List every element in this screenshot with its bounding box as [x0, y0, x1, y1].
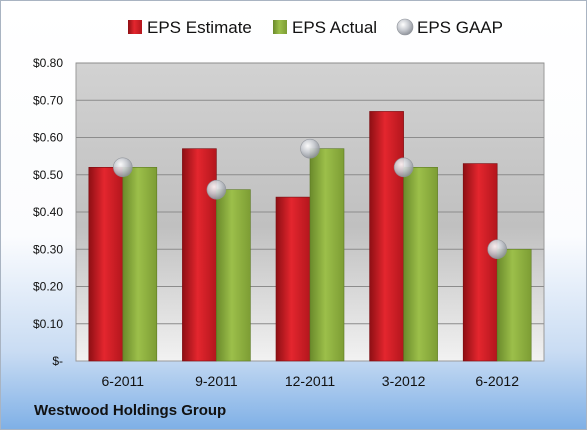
x-tick-label: 9-2011: [195, 373, 238, 389]
bar-eps-estimate: [275, 196, 311, 362]
legend-label-gaap: EPS GAAP: [417, 18, 503, 37]
legend-swatch-estimate: [128, 20, 142, 34]
bar-eps-actual: [216, 189, 251, 362]
legend-swatch-gaap: [396, 18, 414, 36]
y-tick-label: $0.60: [33, 131, 63, 145]
legend-swatch-actual: [273, 20, 287, 34]
bar-eps-estimate: [462, 163, 498, 362]
marker-eps-gaap: [300, 138, 320, 159]
bars: [88, 111, 532, 362]
y-tick-label: $0.70: [33, 93, 63, 107]
bar-eps-actual: [496, 248, 532, 362]
legend: EPS Estimate EPS Actual EPS GAAP: [128, 18, 503, 37]
x-tick-label: 6-2011: [102, 373, 145, 389]
bar-eps-estimate: [182, 148, 217, 362]
x-tick-label: 3-2012: [382, 373, 426, 389]
company-name: Westwood Holdings Group: [34, 402, 227, 419]
legend-label-estimate: EPS Estimate: [147, 18, 252, 37]
legend-label-actual: EPS Actual: [292, 18, 377, 37]
y-tick-label: $0.30: [33, 242, 63, 256]
y-tick-label: $0.20: [33, 280, 63, 294]
x-tick-label: 6-2012: [475, 373, 519, 389]
bar-eps-actual: [403, 167, 438, 362]
bar-eps-actual: [122, 167, 158, 362]
y-tick-label: $0.80: [33, 56, 63, 70]
gaap-markers: [113, 138, 508, 260]
bar-eps-estimate: [88, 167, 124, 362]
y-tick-label: $0.40: [33, 205, 63, 219]
x-tick-label: 12-2011: [285, 373, 336, 389]
y-axis-ticks: $- $0.10 $0.20 $0.30 $0.40 $0.50 $0.60 $0.70 $0.…: [33, 56, 63, 368]
y-tick-label: $0.50: [33, 168, 63, 182]
marker-eps-gaap: [487, 239, 508, 260]
marker-eps-gaap: [206, 179, 227, 200]
bar-eps-actual: [309, 148, 345, 362]
y-tick-label: $0.10: [33, 317, 63, 331]
bar-eps-estimate: [369, 111, 404, 362]
x-axis-ticks: 6-2011 9-2011 12-2011 3-2012 6-2012: [102, 373, 520, 389]
marker-eps-gaap: [393, 157, 414, 178]
marker-eps-gaap: [113, 157, 133, 178]
y-tick-label: $-: [52, 354, 63, 368]
